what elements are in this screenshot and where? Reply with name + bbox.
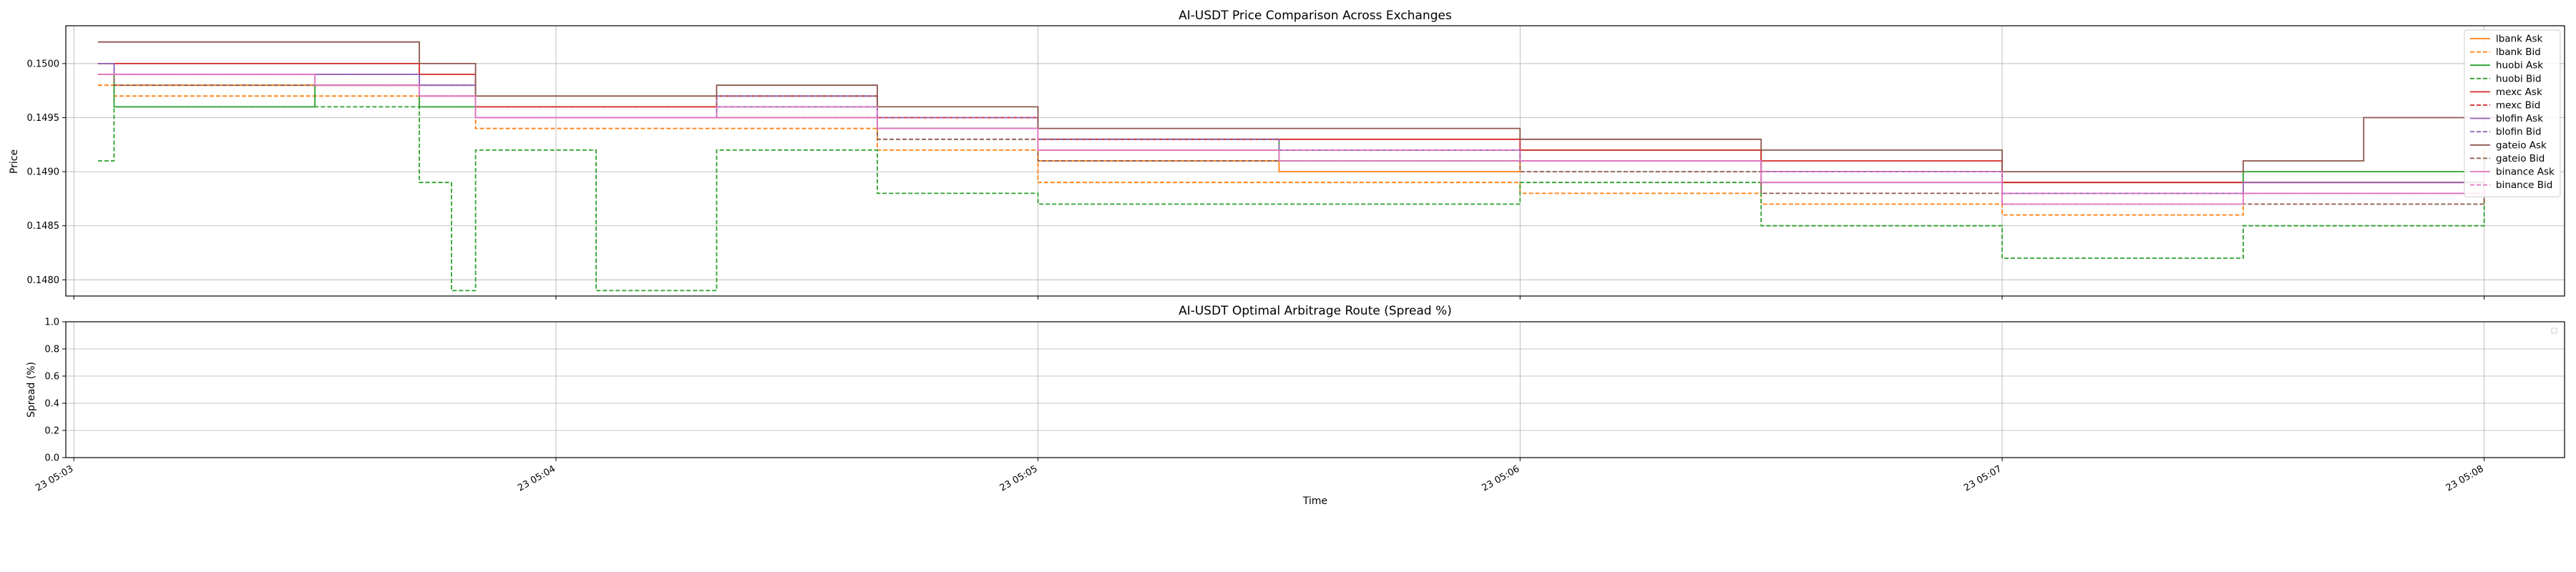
y-tick-label: 0.2 xyxy=(44,426,59,437)
y-tick-label: 0.1500 xyxy=(27,59,60,69)
y-tick-label: 0.1485 xyxy=(27,221,60,232)
y-tick-label: 1.0 xyxy=(44,317,59,328)
empty-legend-box xyxy=(2551,327,2557,334)
spread-chart-title: AI-USDT Optimal Arbitrage Route (Spread … xyxy=(1179,304,1452,318)
price-chart-y-label: Price xyxy=(9,149,20,174)
price-chart-title: AI-USDT Price Comparison Across Exchange… xyxy=(1179,9,1452,23)
legend-entry: blofin Bid xyxy=(2496,127,2542,138)
legend-entry: mexc Bid xyxy=(2496,100,2540,112)
series-line-gateio-ask xyxy=(97,41,2524,172)
y-tick-label: 0.4 xyxy=(44,399,59,410)
series-line-lbank-bid xyxy=(97,84,2485,216)
spread-chart-frame xyxy=(65,321,2565,458)
legend-entry: lbank Bid xyxy=(2496,46,2541,58)
y-tick-label: 0.1490 xyxy=(27,167,60,178)
legend-entry: binance Ask xyxy=(2496,167,2555,178)
price-chart-series xyxy=(97,41,2524,292)
price-chart-grid xyxy=(66,26,2565,296)
y-tick-label: 0.1480 xyxy=(27,275,60,286)
legend-entry: gateio Bid xyxy=(2496,153,2545,164)
y-tick-label: 0.1495 xyxy=(27,113,60,124)
legend-entry: mexc Ask xyxy=(2496,87,2542,98)
spread-chart-x-label: Time xyxy=(1302,495,1327,507)
legend-entry: huobi Bid xyxy=(2496,73,2542,84)
legend-entry: lbank Ask xyxy=(2496,34,2543,45)
spread-chart-y-ticks: 0.0 0.2 0.4 0.6 0.8 1.0 xyxy=(44,317,66,464)
price-chart-frame xyxy=(65,25,2565,297)
y-tick-label: 0.6 xyxy=(44,372,59,383)
legend-entry: blofin Ask xyxy=(2496,113,2543,124)
legend-entry: huobi Ask xyxy=(2496,60,2543,72)
price-chart: AI-USDT Price Comparison Across Exchange… xyxy=(9,9,2565,300)
series-line-binance-bid xyxy=(97,74,2485,194)
spread-chart-y-label: Spread (%) xyxy=(26,362,37,418)
price-chart-y-ticks: 0.1480 0.1485 0.1490 0.1495 0.1500 xyxy=(27,59,66,286)
series-line-huobi-bid xyxy=(97,106,2485,292)
legend-box xyxy=(2464,29,2561,197)
price-chart-x-ticks xyxy=(73,296,2485,300)
y-tick-label: 0.0 xyxy=(44,453,59,464)
y-tick-label: 0.8 xyxy=(44,345,59,355)
legend-entry: binance Bid xyxy=(2496,179,2552,191)
legend-entry: gateio Ask xyxy=(2496,139,2547,151)
